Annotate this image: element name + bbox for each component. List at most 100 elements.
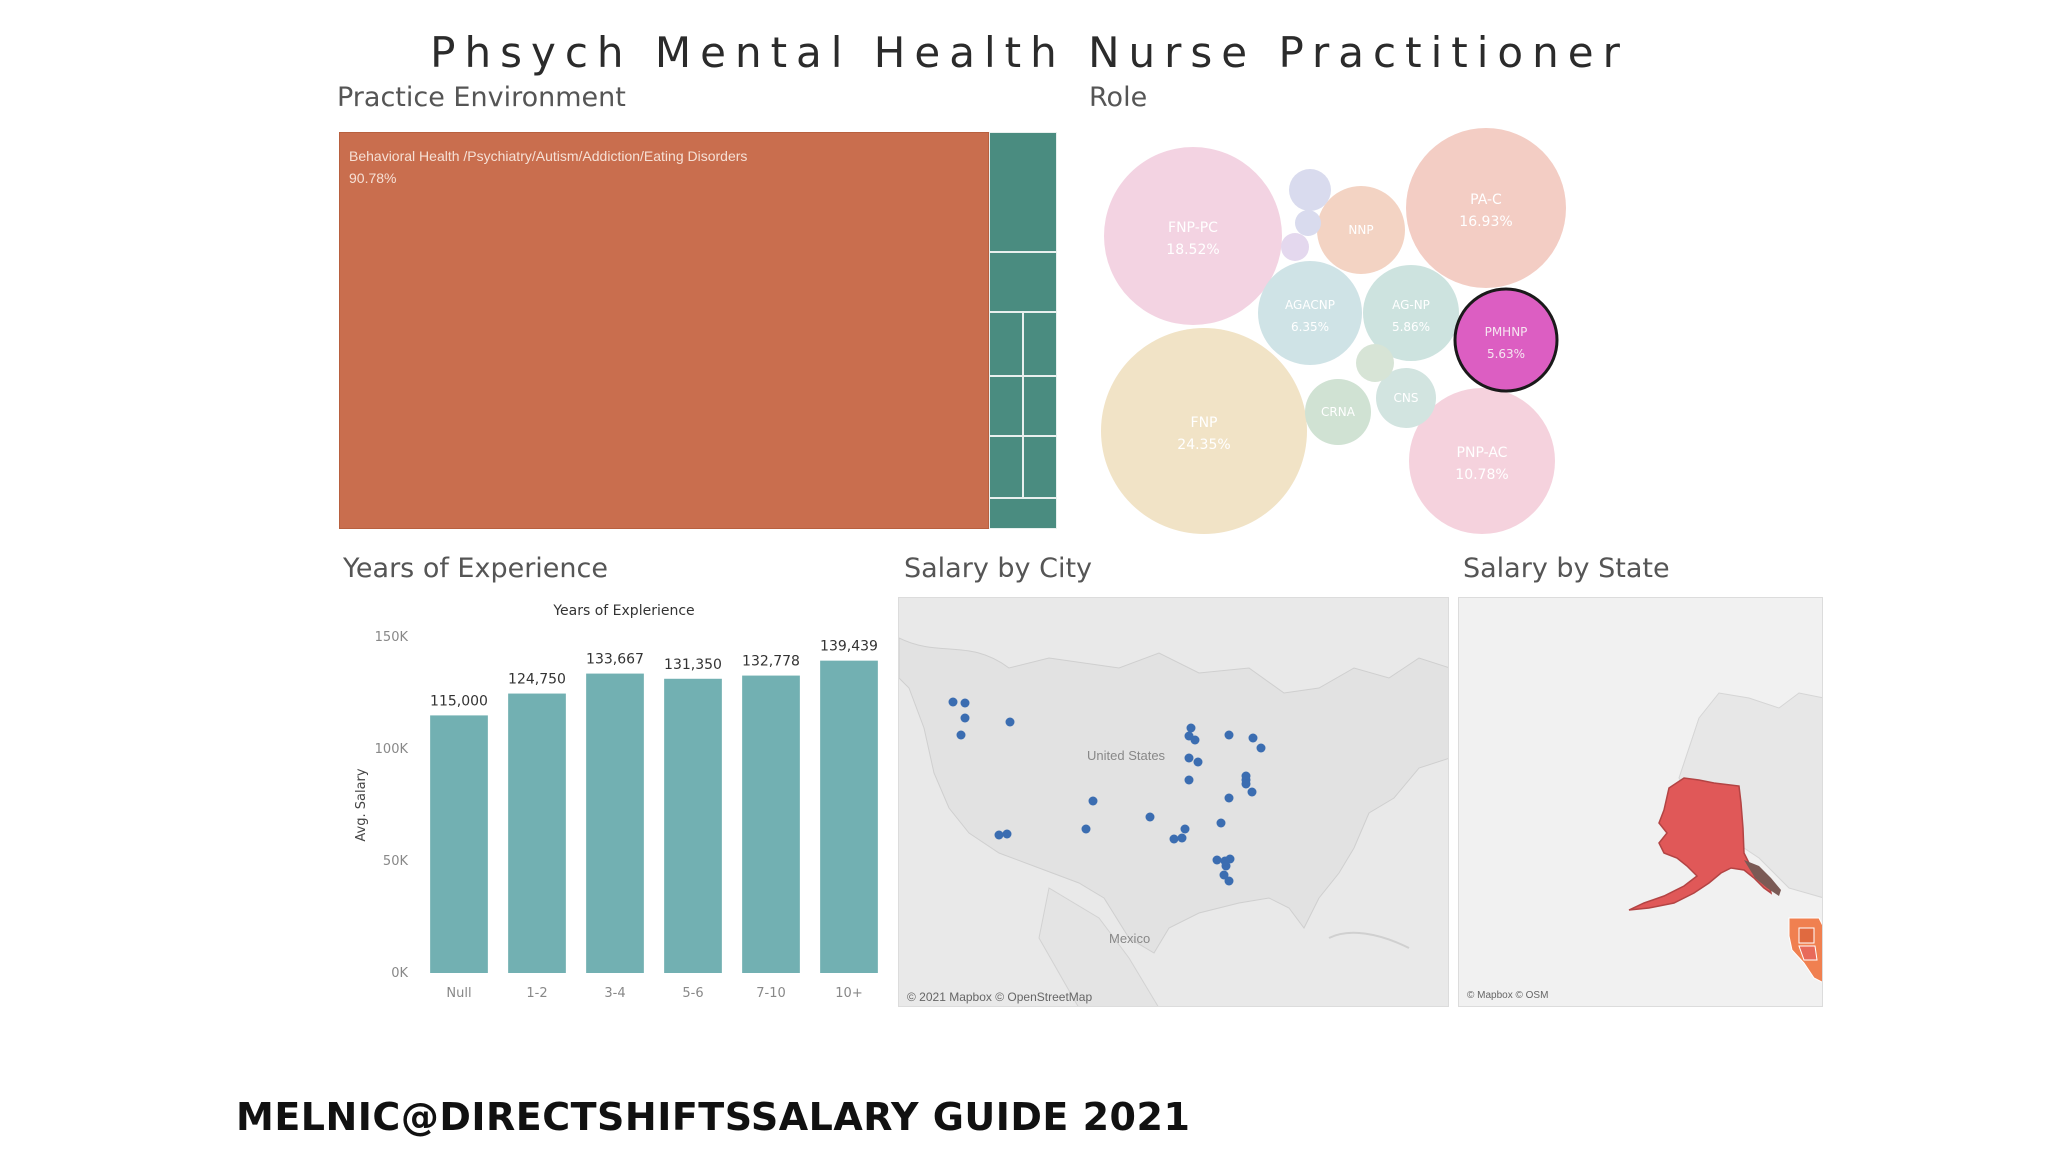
x-tick-label: Null xyxy=(446,986,471,1001)
city-marker[interactable] xyxy=(1224,876,1234,886)
bar-3-4[interactable] xyxy=(586,673,644,973)
city-marker[interactable] xyxy=(1002,829,1012,839)
y-tick-label: 0K xyxy=(391,966,408,981)
bubble-value: 10.78% xyxy=(1455,467,1508,483)
role-bubble-pa-c[interactable]: PA-C 16.93% xyxy=(1406,128,1566,288)
bubble-label: AGACNP xyxy=(1285,298,1335,312)
treemap-cell-behavioral-health[interactable]: Behavioral Health /Psychiatry/Autism/Add… xyxy=(339,132,989,529)
treemap-cell[interactable] xyxy=(989,252,1057,312)
x-tick-label: 5-6 xyxy=(682,986,703,1001)
bar-value-label: 132,778 xyxy=(742,654,800,670)
treemap-cell[interactable] xyxy=(1023,376,1057,436)
alaska-shape xyxy=(1628,777,1773,911)
role-bubble-cns[interactable]: CNS xyxy=(1376,368,1436,428)
bar-value-label: 124,750 xyxy=(508,672,566,688)
role-bubble-agacnp[interactable]: AGACNP 6.35% xyxy=(1258,261,1362,365)
city-marker[interactable] xyxy=(1169,834,1179,844)
bar-5-6[interactable] xyxy=(664,678,722,973)
treemap-cell[interactable] xyxy=(1023,436,1057,498)
bar-Null[interactable] xyxy=(430,715,488,973)
city-marker[interactable] xyxy=(1247,787,1257,797)
salary-by-city-map[interactable]: United States Mexico © 2021 Mapbox © Ope… xyxy=(898,597,1449,1007)
role-bubble-fnp[interactable]: FNP 24.35% xyxy=(1101,328,1307,534)
treemap-cell[interactable] xyxy=(989,436,1023,498)
role-bubble-unlabeled[interactable] xyxy=(1356,344,1394,382)
bubble-value: 6.35% xyxy=(1291,320,1329,334)
role-bubble-fnp-pc[interactable]: FNP-PC 18.52% xyxy=(1104,147,1282,325)
city-marker[interactable] xyxy=(960,698,970,708)
role-title: Role xyxy=(1089,82,1148,113)
salary-by-state-title: Salary by State xyxy=(1463,553,1670,584)
bar-value-label: 115,000 xyxy=(430,693,488,709)
role-bubble-unlabeled[interactable] xyxy=(1295,210,1321,236)
practice-environment-treemap[interactable]: Behavioral Health /Psychiatry/Autism/Add… xyxy=(339,132,1057,529)
city-marker[interactable] xyxy=(1081,824,1091,834)
y-tick-label: 50K xyxy=(383,854,409,869)
role-bubble-nnp[interactable]: NNP xyxy=(1317,186,1405,274)
role-bubble-pmhnp[interactable]: PMHNP 5.63% xyxy=(1453,287,1559,393)
bubble-value: 5.86% xyxy=(1392,320,1430,334)
map-label-mexico: Mexico xyxy=(1109,931,1151,946)
role-bubble-crna[interactable]: CRNA xyxy=(1305,379,1371,445)
bubble-label: CNS xyxy=(1394,391,1419,405)
city-marker[interactable] xyxy=(1184,775,1194,785)
bar-value-label: 131,350 xyxy=(664,657,722,673)
role-bubble-ag-np[interactable]: AG-NP 5.86% xyxy=(1363,265,1459,361)
city-marker[interactable] xyxy=(1088,796,1098,806)
city-marker[interactable] xyxy=(948,697,958,707)
city-marker[interactable] xyxy=(994,830,1004,840)
x-tick-label: 7-10 xyxy=(756,986,786,1001)
city-marker[interactable] xyxy=(1177,833,1187,843)
bubble-label: CRNA xyxy=(1321,405,1356,419)
bubble-label: NNP xyxy=(1348,223,1373,237)
bubble-label: PMHNP xyxy=(1485,325,1528,339)
page-title: Phsych Mental Health Nurse Practitioner xyxy=(430,28,1629,77)
treemap-cell[interactable] xyxy=(1023,312,1057,376)
city-marker[interactable] xyxy=(1184,753,1194,763)
map-attribution: © 2021 Mapbox © OpenStreetMap xyxy=(907,990,1093,1004)
city-marker[interactable] xyxy=(1216,818,1226,828)
y-axis-label: Avg. Salary xyxy=(354,768,369,841)
treemap-cell-label: Behavioral Health /Psychiatry/Autism/Add… xyxy=(349,148,748,164)
treemap-cell[interactable] xyxy=(989,132,1057,252)
bubble-label: PA-C xyxy=(1470,192,1502,208)
role-bubble-pnp-ac[interactable]: PNP-AC 10.78% xyxy=(1409,388,1555,534)
city-marker[interactable] xyxy=(1241,771,1251,781)
city-marker[interactable] xyxy=(1224,793,1234,803)
city-marker[interactable] xyxy=(1219,870,1229,880)
bubble-value: 18.52% xyxy=(1166,242,1219,258)
city-marker[interactable] xyxy=(1224,730,1234,740)
city-marker[interactable] xyxy=(1256,743,1266,753)
city-marker[interactable] xyxy=(960,713,970,723)
treemap-cell[interactable] xyxy=(989,498,1057,529)
treemap-cell[interactable] xyxy=(989,376,1023,436)
bar-7-10[interactable] xyxy=(742,675,800,973)
x-tick-label: 10+ xyxy=(835,986,862,1001)
bar-1-2[interactable] xyxy=(508,693,566,973)
role-bubble-unlabeled[interactable] xyxy=(1289,169,1331,211)
treemap-cell[interactable] xyxy=(989,312,1023,376)
city-marker[interactable] xyxy=(1190,735,1200,745)
city-marker[interactable] xyxy=(1145,812,1155,822)
footer-text: MELNIC@DIRECTSHIFTSSALARY GUIDE 2021 xyxy=(236,1095,1191,1139)
city-marker[interactable] xyxy=(1212,855,1222,865)
city-marker[interactable] xyxy=(956,730,966,740)
city-marker[interactable] xyxy=(1186,723,1196,733)
city-marker[interactable] xyxy=(1220,856,1230,866)
map-attribution: © Mapbox © OSM xyxy=(1467,990,1549,1001)
city-marker[interactable] xyxy=(1005,717,1015,727)
salary-by-state-map[interactable]: © Mapbox © OSM xyxy=(1458,597,1823,1007)
role-bubble-unlabeled[interactable] xyxy=(1281,233,1309,261)
city-marker[interactable] xyxy=(1193,757,1203,767)
bar-10+[interactable] xyxy=(820,660,878,973)
alaska-panhandle xyxy=(1744,860,1781,896)
bubble-label: PNP-AC xyxy=(1457,445,1508,461)
city-marker[interactable] xyxy=(1248,733,1258,743)
x-tick-label: 1-2 xyxy=(526,986,547,1001)
bubble-label: FNP xyxy=(1191,415,1218,431)
x-tick-label: 3-4 xyxy=(604,986,625,1001)
city-marker[interactable] xyxy=(1241,779,1251,789)
city-marker[interactable] xyxy=(1180,824,1190,834)
bubble-value: 16.93% xyxy=(1459,214,1512,230)
years-of-experience-bar-chart: Years of Explerience 0K 50K 100K 150K Avg. Sa… xyxy=(340,595,900,1015)
